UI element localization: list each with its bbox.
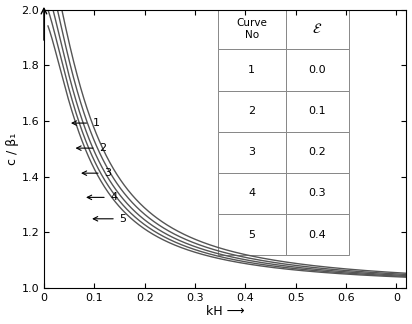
Bar (286, 132, 349, 173)
Bar (218, 8, 286, 49)
Bar (286, 49, 349, 90)
Text: 0.4: 0.4 (308, 230, 326, 240)
Bar (286, 90, 349, 132)
Text: 0.0: 0.0 (308, 65, 326, 75)
Text: 3: 3 (248, 147, 255, 157)
Bar (218, 90, 286, 132)
Text: 5: 5 (248, 230, 255, 240)
Text: 0.2: 0.2 (308, 147, 326, 157)
Bar (218, 173, 286, 214)
Bar (286, 8, 349, 49)
Text: 0.1: 0.1 (308, 106, 326, 116)
Text: 4: 4 (248, 189, 255, 199)
Text: 2: 2 (99, 143, 106, 153)
Text: 4: 4 (110, 192, 117, 202)
Text: 3: 3 (104, 168, 111, 178)
Bar (286, 173, 349, 214)
Bar (218, 49, 286, 90)
Text: 1: 1 (248, 65, 255, 75)
Text: 1: 1 (93, 118, 100, 128)
Text: 5: 5 (119, 214, 126, 224)
Y-axis label: c / β₁: c / β₁ (5, 133, 19, 165)
Text: Curve
No: Curve No (236, 18, 267, 40)
Bar (218, 132, 286, 173)
Bar (286, 214, 349, 255)
X-axis label: kH ⟶: kH ⟶ (206, 306, 244, 318)
Bar (218, 214, 286, 255)
Text: 2: 2 (248, 106, 255, 116)
Text: 0.3: 0.3 (308, 189, 326, 199)
Text: $\mathcal{E}$: $\mathcal{E}$ (312, 22, 322, 36)
